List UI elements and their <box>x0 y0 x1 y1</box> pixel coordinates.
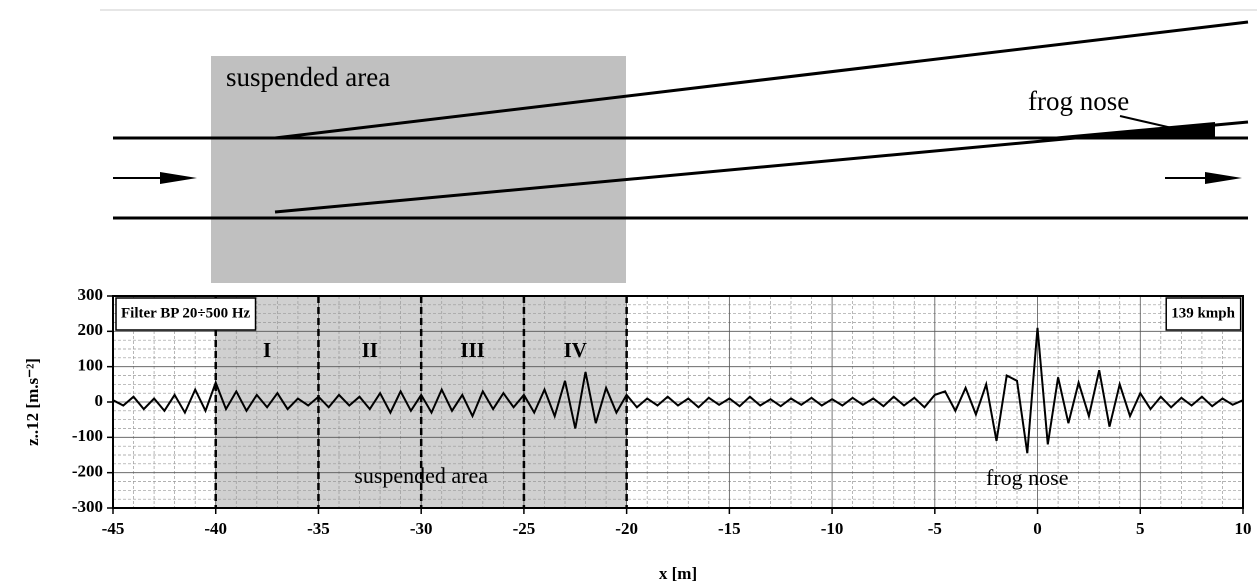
diverging-rail <box>274 20 1249 140</box>
y-tick-label: -200 <box>72 462 103 481</box>
x-tick-label: -35 <box>307 519 330 538</box>
x-tick-label: -5 <box>928 519 942 538</box>
x-tick-label: -10 <box>821 519 844 538</box>
feature-label: frog nose <box>986 465 1068 490</box>
y-tick-label: -100 <box>72 426 103 445</box>
x-tick-label: -25 <box>513 519 536 538</box>
zone-label: II <box>362 338 378 362</box>
zone-label: IV <box>564 338 587 362</box>
filter-note-box <box>115 297 257 331</box>
plot-frame <box>112 295 1244 509</box>
track-diagram: suspended area frog nose <box>100 9 1257 283</box>
filter-note: Filter BP 20÷500 Hz <box>121 305 251 321</box>
x-tick-label: 0 <box>1033 519 1042 538</box>
x-tick-label: -40 <box>204 519 227 538</box>
frog-nose-shape <box>1040 122 1215 138</box>
speed-note-box <box>1165 297 1242 331</box>
diagram-label: frog nose <box>1028 86 1129 116</box>
arrow-head <box>160 172 197 184</box>
y-tick-label: 200 <box>78 320 104 339</box>
x-tick-label: -15 <box>718 519 741 538</box>
y-tick-label: -300 <box>72 497 103 516</box>
x-tick-label: 10 <box>1235 519 1252 538</box>
y-tick-label: 300 <box>78 285 104 304</box>
region-label: suspended area <box>354 463 488 488</box>
y-tick-label: 0 <box>95 391 104 410</box>
speed-note: 139 kmph <box>1171 305 1235 321</box>
plot: -45 -40 -35 -30 -25 -20 -15 -10 -5 0 5 10 -300 -200 -1… <box>23 285 1252 583</box>
leader-line <box>1119 115 1173 129</box>
y-tick-label: 100 <box>78 356 104 375</box>
diagram-label: suspended area <box>226 62 390 92</box>
zone-label: III <box>460 338 485 362</box>
x-tick-label: 5 <box>1136 519 1145 538</box>
x-axis-label: x [m] <box>659 564 697 583</box>
x-tick-label: -20 <box>615 519 638 538</box>
arrow-head <box>1205 172 1242 184</box>
y-axis-label: z..12 [m.s⁻²] <box>23 358 42 446</box>
signal-line <box>112 327 1244 454</box>
x-tick-label: -30 <box>410 519 433 538</box>
zone-label: I <box>263 338 271 362</box>
x-tick-label: -45 <box>102 519 125 538</box>
suspended-area-box <box>211 56 626 283</box>
